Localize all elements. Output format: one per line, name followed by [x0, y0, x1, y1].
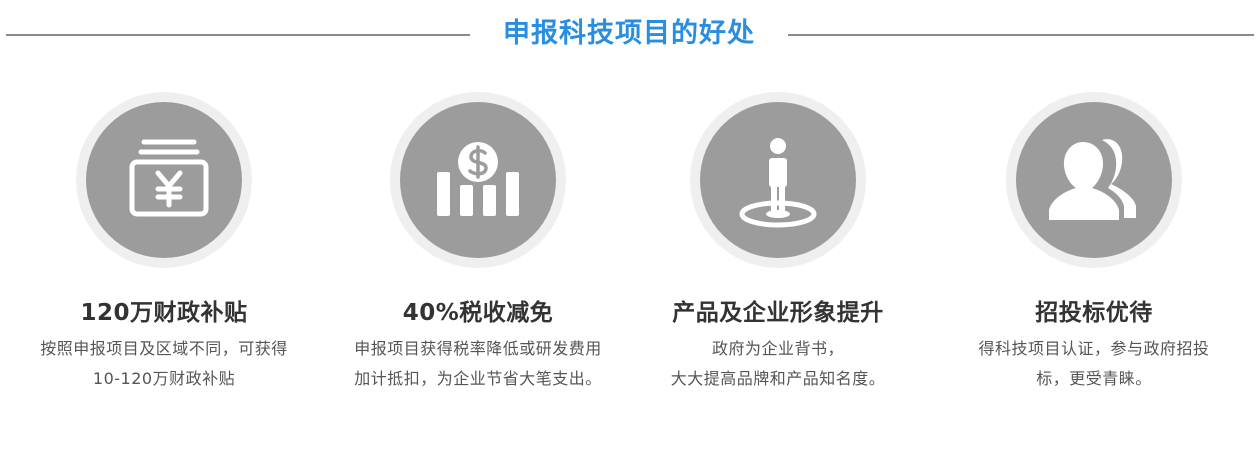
card-description: 按照申报项目及区域不同，可获得10-120万财政补贴 — [40, 339, 288, 388]
benefit-card-brand: 产品及企业形象提升 政府为企业背书， 大大提高品牌和产品知名度。 — [628, 92, 928, 394]
header-divider-left — [6, 34, 470, 36]
icon-ring — [76, 92, 252, 268]
icon-ring — [1006, 92, 1182, 268]
icon-circle — [86, 102, 242, 258]
card-description: 申报项目获得税率降低或研发费用加计抵扣，为企业节省大笔支出。 — [354, 339, 602, 388]
icon-ring — [690, 92, 866, 268]
card-title: 招投标优待 — [1035, 300, 1153, 326]
benefit-card-bidding: 招投标优待 得科技项目认证，参与政府招投标，更受青睐。 — [944, 92, 1244, 394]
card-title: 产品及企业形象提升 — [672, 300, 884, 326]
section-title: 申报科技项目的好处 — [503, 18, 755, 49]
dollar-chart-icon — [437, 142, 519, 216]
icon-circle — [400, 102, 556, 258]
card-title: 120万财政补贴 — [80, 300, 248, 326]
card-description: 政府为企业背书， 大大提高品牌和产品知名度。 — [670, 339, 886, 388]
users-icon — [1049, 139, 1136, 220]
icon-circle — [1016, 102, 1172, 258]
card-description: 得科技项目认证，参与政府招投标，更受青睐。 — [978, 339, 1210, 388]
icon-circle — [700, 102, 856, 258]
yen-money-icon — [129, 139, 209, 217]
person-on-target-icon — [739, 138, 817, 228]
icon-ring — [390, 92, 566, 268]
card-title: 40%税收减免 — [402, 300, 554, 326]
header-divider-right — [788, 34, 1254, 36]
section-header: 申报科技项目的好处 — [0, 12, 1258, 56]
benefit-card-subsidy: 120万财政补贴 按照申报项目及区域不同，可获得10-120万财政补贴 — [14, 92, 314, 394]
benefit-card-tax: 40%税收减免 申报项目获得税率降低或研发费用加计抵扣，为企业节省大笔支出。 — [328, 92, 628, 394]
